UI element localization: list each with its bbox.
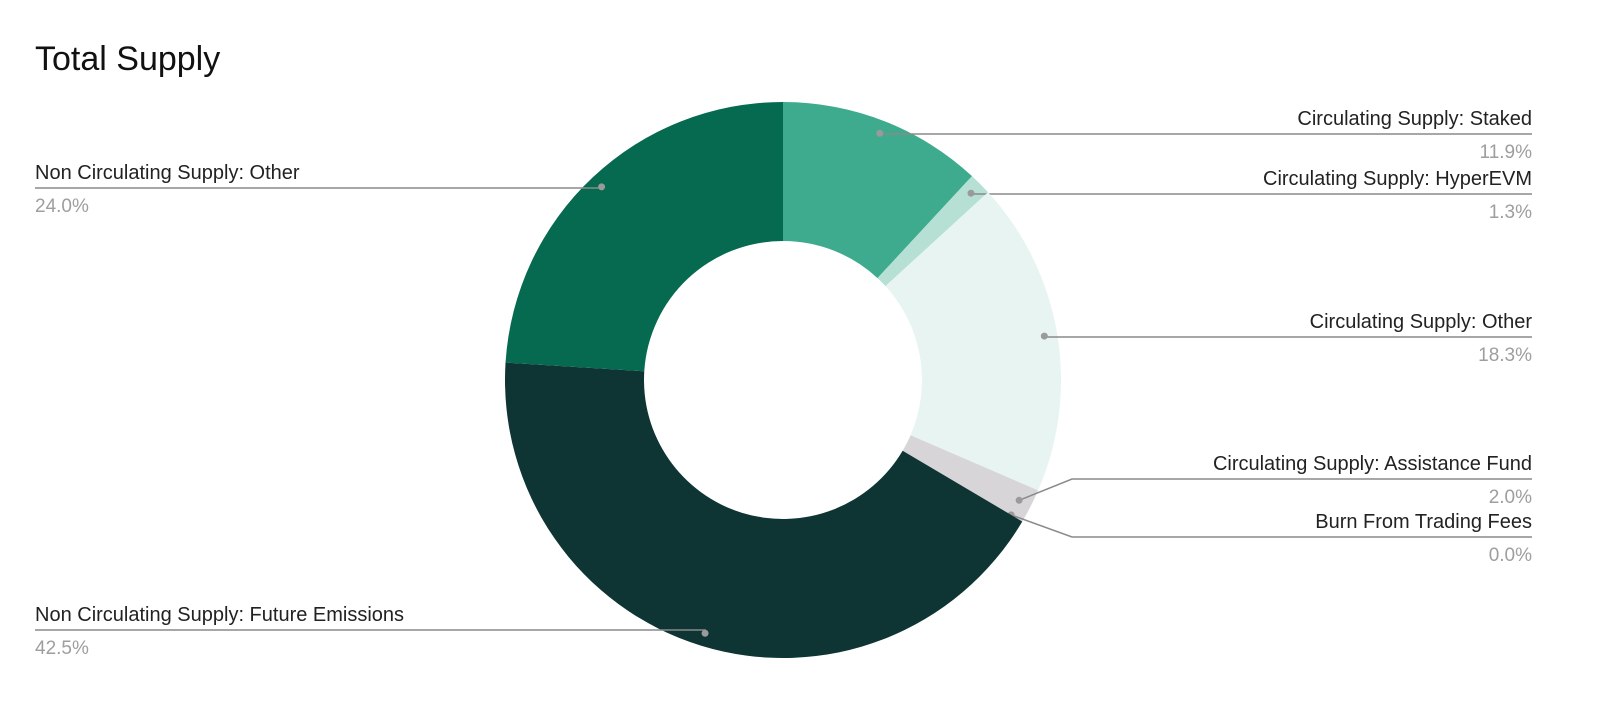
slice-label: Non Circulating Supply: Other	[35, 162, 300, 184]
donut-slice	[505, 102, 783, 372]
slice-value-label: 0.0%	[1489, 545, 1532, 566]
leader-dot	[1015, 496, 1023, 504]
slice-value-label: 11.9%	[1480, 142, 1533, 163]
leader-line	[1010, 514, 1532, 538]
leader-dot	[598, 183, 606, 191]
slice-label: Non Circulating Supply: Future Emissions	[35, 604, 404, 626]
donut-slice	[505, 362, 1023, 658]
leader-dot	[701, 629, 709, 637]
chart-title: Total Supply	[35, 40, 220, 78]
leader-line	[35, 186, 603, 189]
donut-slice	[877, 176, 989, 287]
leader-line	[879, 133, 1532, 135]
leader-line	[970, 193, 1532, 195]
slice-value-label: 42.5%	[35, 638, 89, 659]
slice-label: Burn From Trading Fees	[1315, 511, 1532, 533]
donut-slice	[902, 435, 1039, 522]
leader-line	[1043, 336, 1532, 338]
slice-value-label: 2.0%	[1489, 487, 1532, 508]
slice-label: Circulating Supply: Other	[1310, 311, 1533, 333]
donut-slice	[783, 102, 973, 279]
slice-value-label: 1.3%	[1489, 202, 1532, 223]
leader-dot	[876, 129, 884, 137]
leader-line	[35, 629, 706, 634]
slice-value-label: 24.0%	[35, 196, 89, 217]
leader-dot	[1040, 332, 1048, 340]
slice-label: Circulating Supply: HyperEVM	[1263, 168, 1532, 190]
donut-slice	[885, 192, 1061, 491]
slice-value-label: 18.3%	[1478, 345, 1532, 366]
slice-label: Circulating Supply: Staked	[1297, 108, 1532, 130]
slice-label: Circulating Supply: Assistance Fund	[1213, 453, 1532, 475]
leader-line	[1018, 478, 1532, 502]
leader-dot	[967, 189, 975, 197]
